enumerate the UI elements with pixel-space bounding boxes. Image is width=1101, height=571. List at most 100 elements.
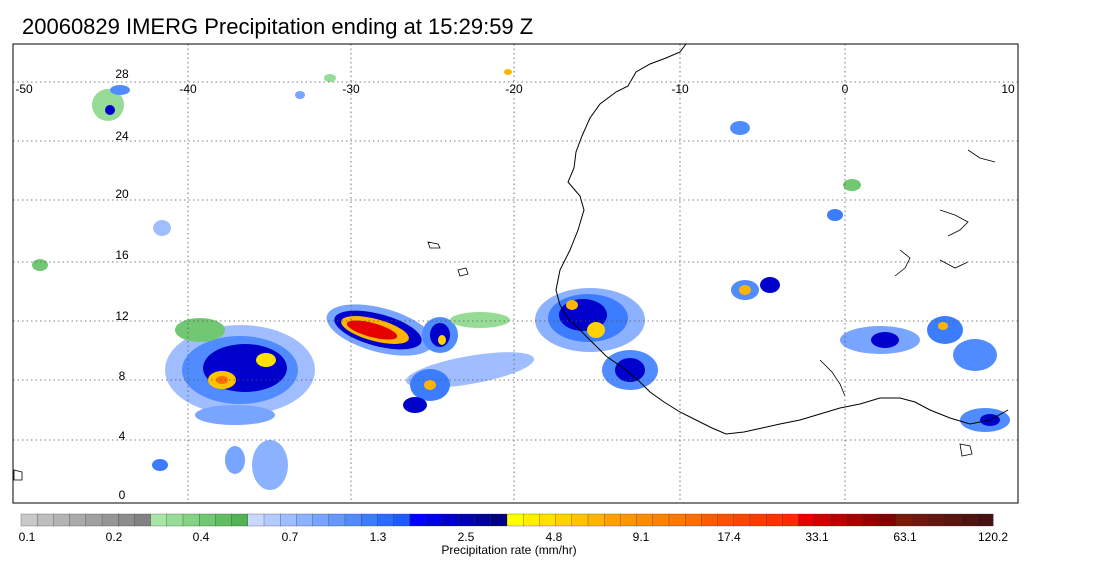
- precip-cell-coast: [535, 288, 658, 390]
- colorbar-swatch: [944, 513, 962, 527]
- lon-label: -30: [342, 82, 360, 96]
- colorbar-tick-label: 4.8: [545, 530, 563, 544]
- colorbar-swatch: [571, 513, 589, 527]
- colorbar-swatch: [830, 513, 848, 527]
- colorbar-swatch: [847, 513, 864, 527]
- precip-cell-central: [326, 304, 458, 356]
- lat-label: 20: [115, 187, 129, 201]
- colorbar-swatch: [717, 513, 735, 527]
- colorbar-tick-label: 17.4: [717, 530, 741, 544]
- lon-label: -50: [15, 82, 33, 96]
- colorbar-swatch: [879, 513, 897, 527]
- colorbar-tick-label: 0.2: [105, 530, 123, 544]
- colorbar-swatch: [506, 513, 524, 527]
- colorbar-swatch: [442, 513, 459, 527]
- colorbar: [20, 513, 994, 527]
- colorbar-tick-label: 120.2: [977, 530, 1009, 544]
- precip-cells-northwest: [32, 69, 512, 490]
- colorbar-swatch: [393, 513, 411, 527]
- colorbar-swatch: [20, 513, 38, 527]
- colorbar-swatch: [118, 513, 135, 527]
- colorbar-swatch: [620, 513, 638, 527]
- graticule: [13, 44, 1018, 503]
- colorbar-tick-label: 1.3: [369, 530, 387, 544]
- colorbar-swatch: [215, 513, 233, 527]
- colorbar-swatch: [231, 513, 249, 527]
- colorbar-swatch: [798, 513, 816, 527]
- latitude-labels: 28 24 20 16 12 8 4 0: [115, 67, 129, 502]
- colorbar-swatch: [166, 513, 184, 527]
- lat-label: 24: [115, 129, 129, 143]
- lat-label: 12: [115, 309, 129, 323]
- precip-band: [403, 312, 535, 413]
- colorbar-swatch: [895, 513, 913, 527]
- colorbar-swatch: [685, 513, 702, 527]
- island-outline: [13, 241, 973, 481]
- lat-label: 8: [119, 369, 126, 383]
- colorbar-swatch: [425, 513, 443, 527]
- colorbar-swatch: [733, 513, 751, 527]
- colorbar-swatch: [911, 513, 929, 527]
- lat-label: 4: [119, 429, 126, 443]
- colorbar-swatch: [377, 513, 395, 527]
- colorbar-swatch: [782, 513, 800, 527]
- map-title: 20060829 IMERG Precipitation ending at 1…: [22, 14, 534, 39]
- colorbar-swatch: [928, 513, 945, 527]
- colorbar-swatch: [458, 513, 476, 527]
- colorbar-swatch: [247, 513, 265, 527]
- river-lines: [819, 149, 996, 397]
- lat-label: 16: [115, 248, 129, 262]
- colorbar-swatch: [37, 513, 54, 527]
- colorbar-swatch: [555, 513, 573, 527]
- lon-label: -40: [179, 82, 197, 96]
- colorbar-swatch: [409, 513, 427, 527]
- lon-label: 0: [842, 82, 849, 96]
- colorbar-swatch: [652, 513, 670, 527]
- colorbar-tick-label: 33.1: [805, 530, 829, 544]
- colorbar-swatch: [296, 513, 314, 527]
- colorbar-swatch: [263, 513, 281, 527]
- colorbar-tick-label: 2.5: [457, 530, 475, 544]
- colorbar-swatch: [539, 513, 557, 527]
- colorbar-tick-label: 0.4: [192, 530, 210, 544]
- colorbar-swatch: [361, 513, 378, 527]
- colorbar-tick-label: 63.1: [893, 530, 917, 544]
- colorbar-swatch: [199, 513, 216, 527]
- precip-cells-east: [730, 121, 1010, 432]
- colorbar-swatch: [53, 513, 71, 527]
- precipitation-field: [32, 69, 1010, 490]
- map-frame: [12, 43, 1019, 504]
- colorbar-swatch: [182, 513, 200, 527]
- colorbar-swatch: [101, 513, 119, 527]
- colorbar-swatch: [280, 513, 297, 527]
- colorbar-swatch: [701, 513, 719, 527]
- colorbar-swatch: [523, 513, 540, 527]
- colorbar-swatch: [312, 513, 330, 527]
- colorbar-swatch: [668, 513, 686, 527]
- colorbar-swatch: [150, 513, 168, 527]
- colorbar-swatch: [749, 513, 767, 527]
- colorbar-swatch: [490, 513, 508, 527]
- lon-label: -20: [505, 82, 523, 96]
- lat-label: 0: [119, 488, 126, 502]
- precip-cell-west: [165, 318, 315, 425]
- longitude-labels: -50 -40 -30 -20 -10 0 10: [15, 82, 1015, 96]
- colorbar-tick-label: 9.1: [632, 530, 650, 544]
- colorbar-swatch: [960, 513, 978, 527]
- colorbar-swatch: [69, 513, 87, 527]
- lon-label: -10: [671, 82, 689, 96]
- colorbar-swatch: [587, 513, 605, 527]
- colorbar-swatch: [474, 513, 492, 527]
- colorbar-swatch: [344, 513, 362, 527]
- colorbar-swatch: [134, 513, 152, 527]
- colorbar-swatch: [328, 513, 346, 527]
- colorbar-swatch: [604, 513, 621, 527]
- map-area: [13, 44, 1010, 490]
- colorbar-swatch: [814, 513, 832, 527]
- colorbar-swatch: [85, 513, 103, 527]
- colorbar-swatch: [863, 513, 881, 527]
- colorbar-title: Precipitation rate (mm/hr): [441, 543, 577, 557]
- colorbar-tick-label: 0.7: [281, 530, 299, 544]
- lon-label: 10: [1001, 82, 1015, 96]
